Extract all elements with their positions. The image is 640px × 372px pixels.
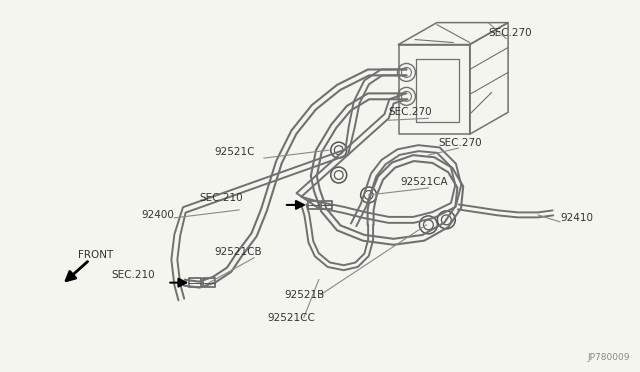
- Text: SEC.210: SEC.210: [199, 193, 243, 203]
- Text: 92521B: 92521B: [284, 289, 324, 299]
- Bar: [189, 278, 201, 287]
- Text: 92521CC: 92521CC: [267, 312, 315, 323]
- Text: FRONT: FRONT: [77, 250, 113, 260]
- Bar: [308, 201, 319, 209]
- Text: 92521C: 92521C: [214, 147, 255, 157]
- Text: SEC.270: SEC.270: [438, 138, 482, 148]
- Text: JP780009: JP780009: [588, 353, 630, 362]
- Bar: [321, 201, 332, 209]
- Text: 92521CA: 92521CA: [401, 177, 448, 187]
- Text: SEC.270: SEC.270: [488, 28, 532, 38]
- Text: 92521CB: 92521CB: [214, 247, 262, 257]
- Text: SEC.270: SEC.270: [388, 107, 432, 117]
- Text: 92410: 92410: [560, 213, 593, 223]
- Bar: [204, 278, 215, 287]
- Text: SEC.210: SEC.210: [111, 270, 156, 280]
- Text: 92400: 92400: [141, 210, 174, 220]
